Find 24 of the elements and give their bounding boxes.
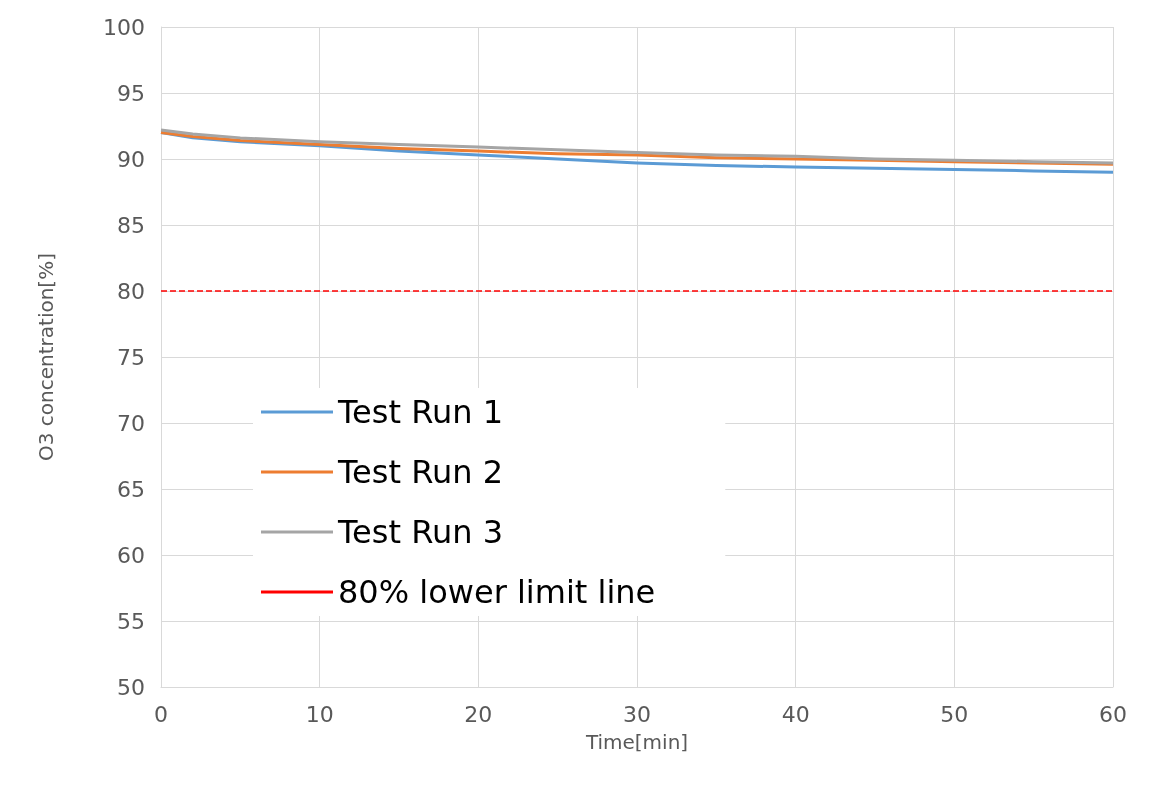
legend-label: Test Run 3 — [337, 513, 504, 551]
x-tick-label: 0 — [154, 701, 168, 727]
x-tick-label: 40 — [781, 701, 810, 727]
y-tick-label: 85 — [117, 212, 145, 238]
y-tick-label: 75 — [117, 344, 145, 370]
legend-label: Test Run 2 — [337, 453, 504, 491]
y-tick-label: 100 — [103, 14, 145, 40]
x-tick-label: 10 — [305, 701, 334, 727]
y-tick-label: 65 — [117, 476, 145, 502]
y-axis-title: O3 concentration[%] — [34, 253, 58, 461]
legend-label: 80% lower limit line — [338, 573, 656, 611]
y-tick-label: 60 — [117, 542, 145, 568]
y-tick-label: 80 — [117, 278, 145, 304]
x-tick-label: 60 — [1099, 701, 1127, 727]
x-tick-label: 20 — [464, 701, 493, 727]
x-tick-label: 30 — [623, 701, 651, 727]
legend-label: Test Run 1 — [337, 393, 504, 431]
y-tick-label: 70 — [117, 410, 145, 436]
y-tick-label: 90 — [117, 146, 145, 172]
x-axis-title: Time[min] — [584, 730, 689, 754]
x-tick-label: 50 — [940, 701, 969, 727]
y-tick-label: 50 — [117, 674, 145, 700]
y-tick-label: 95 — [117, 80, 145, 106]
y-tick-label: 55 — [117, 608, 145, 634]
